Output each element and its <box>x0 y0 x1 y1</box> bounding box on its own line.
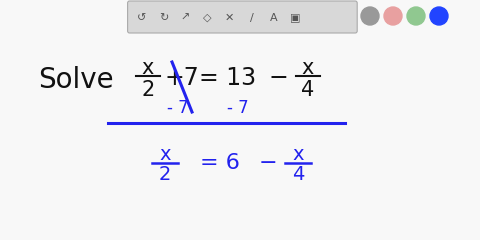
Text: 4: 4 <box>292 166 304 185</box>
FancyBboxPatch shape <box>128 1 357 33</box>
Text: - 7: - 7 <box>167 99 189 117</box>
Text: ✕: ✕ <box>225 13 234 23</box>
Text: ↻: ↻ <box>159 13 168 23</box>
Text: = 13: = 13 <box>199 66 257 90</box>
Text: 4: 4 <box>301 80 314 100</box>
Text: ▣: ▣ <box>290 13 301 23</box>
Text: ↗: ↗ <box>181 13 190 23</box>
Text: ↺: ↺ <box>137 13 146 23</box>
Text: /: / <box>250 13 253 23</box>
Text: A: A <box>270 13 277 23</box>
Circle shape <box>430 7 448 25</box>
Text: −: − <box>268 66 288 90</box>
Text: 2: 2 <box>159 166 171 185</box>
Text: ◇: ◇ <box>204 13 212 23</box>
Text: −: − <box>259 153 277 173</box>
Circle shape <box>361 7 379 25</box>
Circle shape <box>384 7 402 25</box>
Circle shape <box>407 7 425 25</box>
Text: x: x <box>142 58 154 78</box>
Text: +7: +7 <box>165 66 199 90</box>
Text: = 6: = 6 <box>200 153 240 173</box>
Text: Solve: Solve <box>38 66 114 94</box>
Text: - 7: - 7 <box>227 99 249 117</box>
Text: x: x <box>292 144 304 163</box>
Text: x: x <box>159 144 171 163</box>
Text: 2: 2 <box>142 80 155 100</box>
Text: x: x <box>302 58 314 78</box>
